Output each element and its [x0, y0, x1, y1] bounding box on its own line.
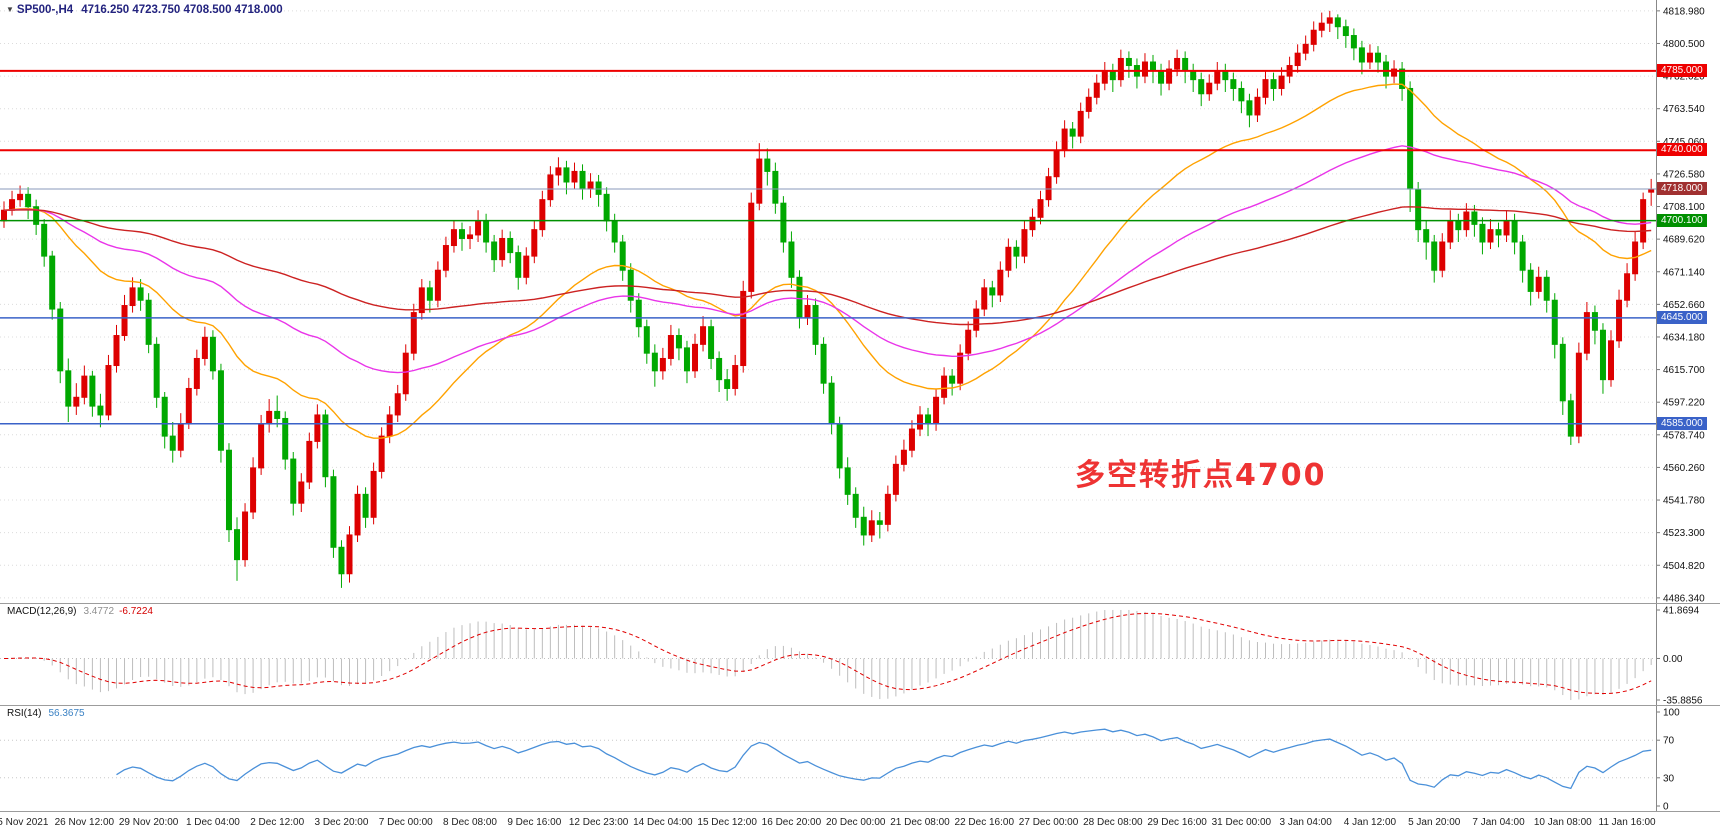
- price-level-label: 4585.000: [1657, 416, 1707, 430]
- time-label: 14 Dec 04:00: [633, 817, 693, 828]
- time-label: 27 Dec 00:00: [1018, 817, 1079, 828]
- time-label: 3 Dec 20:00: [314, 817, 369, 828]
- macd-title: MACD(12,26,9) 3.4772 -6.7224: [7, 606, 153, 617]
- macd-histogram: [11, 609, 1652, 701]
- macd-canvas[interactable]: 41.8694 0.00 -35.8856: [0, 604, 1720, 705]
- time-label: 9 Dec 16:00: [507, 817, 562, 828]
- time-label: 16 Dec 20:00: [761, 817, 822, 828]
- svg-text:4597.220: 4597.220: [1663, 398, 1705, 409]
- time-label: 29 Dec 16:00: [1147, 817, 1207, 828]
- grid-layer: [0, 10, 1656, 599]
- rsi-name: RSI(14): [7, 708, 42, 719]
- time-label: 21 Dec 08:00: [890, 817, 950, 828]
- macd-axis-labels[interactable]: [1657, 604, 1719, 705]
- time-label: 2 Dec 12:00: [250, 817, 305, 828]
- rsi-title: RSI(14) 56.3675: [7, 708, 85, 719]
- rsi-panel: RSI(14) 56.3675 100 70 30 0: [0, 706, 1720, 812]
- svg-text:4800.500: 4800.500: [1663, 39, 1705, 50]
- svg-text:0: 0: [1663, 802, 1669, 812]
- time-label: 5 Jan 20:00: [1408, 817, 1461, 828]
- svg-text:41.8694: 41.8694: [1663, 606, 1700, 617]
- macd-value-signal: -6.7224: [119, 606, 153, 617]
- time-label: 7 Jan 04:00: [1472, 817, 1525, 828]
- symbol-marker-icon: ▼: [6, 5, 14, 14]
- svg-text:30: 30: [1663, 773, 1675, 784]
- macd-name: MACD(12,26,9): [7, 606, 77, 617]
- svg-text:4671.140: 4671.140: [1663, 267, 1705, 278]
- time-label: 31 Dec 00:00: [1211, 817, 1272, 828]
- svg-text:4708.100: 4708.100: [1663, 202, 1705, 213]
- svg-text:4541.780: 4541.780: [1663, 496, 1705, 507]
- svg-text:4634.180: 4634.180: [1663, 332, 1705, 343]
- svg-text:0.00: 0.00: [1663, 654, 1683, 665]
- time-label: 15 Dec 12:00: [697, 817, 757, 828]
- time-label: 22 Dec 16:00: [954, 817, 1015, 828]
- price-level-label: 4718.000: [1657, 182, 1707, 196]
- svg-text:100: 100: [1663, 708, 1680, 719]
- time-label: 26 Nov 12:00: [54, 817, 115, 828]
- symbol-ohlc: 4716.250 4723.750 4708.500 4718.000: [81, 4, 283, 16]
- time-label: 28 Dec 08:00: [1083, 817, 1143, 828]
- rsi-axis-labels[interactable]: [1657, 706, 1719, 811]
- svg-text:4504.820: 4504.820: [1663, 561, 1705, 572]
- svg-text:4782.020: 4782.020: [1663, 72, 1705, 83]
- time-label: 20 Dec 00:00: [825, 817, 886, 828]
- rsi-value: 56.3675: [48, 708, 85, 719]
- time-label: 1 Dec 04:00: [185, 817, 240, 828]
- svg-text:4763.540: 4763.540: [1663, 104, 1705, 115]
- price-level-label: 4785.000: [1657, 63, 1707, 77]
- svg-text:4652.660: 4652.660: [1663, 300, 1705, 311]
- time-label: 29 Nov 20:00: [118, 817, 179, 828]
- svg-text:4560.260: 4560.260: [1663, 463, 1705, 474]
- time-label: 10 Jan 08:00: [1533, 817, 1592, 828]
- ma-line-150[interactable]: [3, 206, 1652, 326]
- time-label: 25 Nov 2021: [0, 817, 49, 828]
- ma-line-34[interactable]: [3, 83, 1652, 439]
- price-level-label: 4700.100: [1657, 213, 1707, 227]
- price-level-label: 4740.000: [1657, 143, 1707, 157]
- price-level-label: 4645.000: [1657, 310, 1707, 324]
- main-chart-panel: ▼ SP500-,H4 4716.250 4723.750 4708.500 471…: [0, 0, 1720, 604]
- svg-text:4818.980: 4818.980: [1663, 6, 1705, 17]
- svg-text:70: 70: [1663, 736, 1675, 747]
- symbol-name: SP500-,H4: [16, 4, 74, 16]
- symbol-info: ▼ SP500-,H4 4716.250 4723.750 4708.500 471…: [6, 4, 283, 16]
- svg-text:4578.740: 4578.740: [1663, 430, 1705, 441]
- main-price-axis-labels[interactable]: 4785.000 4740.000 4700.100 4645.000 4585.000…: [1657, 0, 1719, 603]
- time-label: 11 Jan 16:00: [1598, 817, 1656, 828]
- svg-text:4523.300: 4523.300: [1663, 528, 1705, 539]
- macd-panel: MACD(12,26,9) 3.4772 -6.7224 41.8694 0.00 -3…: [0, 604, 1720, 706]
- time-label: 4 Jan 12:00: [1343, 817, 1397, 828]
- annotation-text[interactable]: 多空转折点4700: [1075, 458, 1327, 493]
- main-chart-canvas[interactable]: 4818.980 4800.500 4782.020 4763.540 4745.060…: [0, 0, 1720, 603]
- price-axis[interactable]: 4818.980 4800.500 4782.020 4763.540 4745.060…: [1656, 6, 1705, 603]
- svg-text:4486.340: 4486.340: [1663, 593, 1705, 603]
- svg-text:4689.620: 4689.620: [1663, 235, 1705, 246]
- macd-value-main: 3.4772: [83, 606, 115, 617]
- svg-text:4726.580: 4726.580: [1663, 169, 1705, 180]
- ma-line-72[interactable]: [3, 145, 1652, 374]
- time-label: 12 Dec 23:00: [568, 817, 629, 828]
- time-label: 7 Dec 00:00: [378, 817, 433, 828]
- svg-text:-35.8856: -35.8856: [1663, 696, 1703, 706]
- macd-signal-line: [3, 612, 1652, 695]
- time-label: 8 Dec 08:00: [443, 817, 497, 828]
- svg-text:4745.060: 4745.060: [1663, 137, 1705, 148]
- time-label: 3 Jan 04:00: [1279, 817, 1332, 828]
- rsi-canvas[interactable]: 100 70 30 0: [0, 706, 1720, 811]
- rsi-line: [116, 728, 1652, 790]
- svg-text:4615.700: 4615.700: [1663, 365, 1705, 376]
